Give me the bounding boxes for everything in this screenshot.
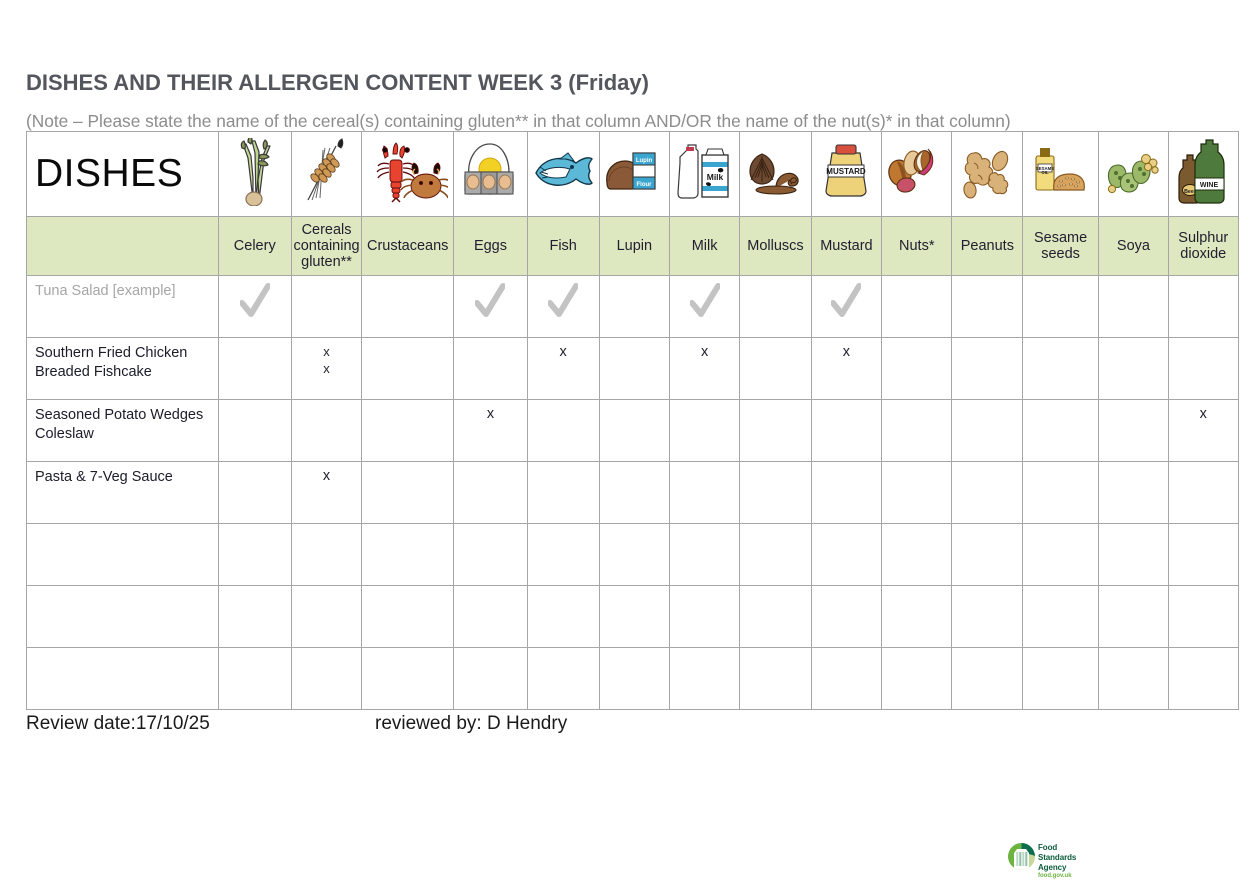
svg-text:OIL: OIL (1041, 170, 1049, 175)
svg-text:Milk: Milk (706, 172, 723, 182)
svg-text:Lupin: Lupin (636, 158, 653, 164)
svg-text:Flour: Flour (637, 182, 653, 188)
svg-text:Beer: Beer (1184, 189, 1196, 195)
svg-text:MUSTARD: MUSTARD (827, 167, 867, 176)
svg-text:WINE: WINE (1200, 182, 1219, 189)
